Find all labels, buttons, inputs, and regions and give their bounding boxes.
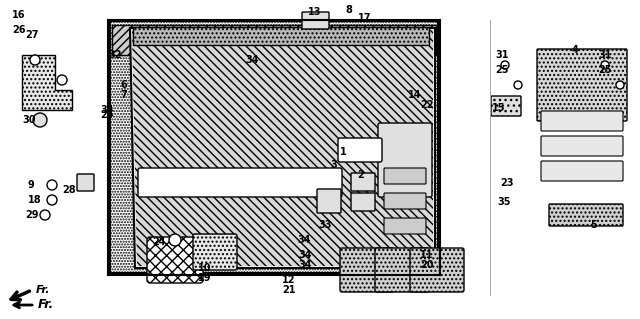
Text: 14: 14 xyxy=(408,90,422,100)
Text: 1: 1 xyxy=(340,147,347,157)
Text: 34: 34 xyxy=(298,260,312,270)
FancyBboxPatch shape xyxy=(338,138,382,162)
Text: 24: 24 xyxy=(152,237,166,247)
Text: 33: 33 xyxy=(318,220,332,230)
Text: 9: 9 xyxy=(28,180,35,190)
FancyBboxPatch shape xyxy=(147,237,203,283)
Polygon shape xyxy=(22,55,72,110)
Text: 2: 2 xyxy=(357,170,364,180)
Text: 34: 34 xyxy=(297,235,310,245)
Polygon shape xyxy=(132,30,433,266)
FancyBboxPatch shape xyxy=(351,173,375,191)
Text: 24: 24 xyxy=(100,110,113,120)
FancyBboxPatch shape xyxy=(138,168,342,197)
FancyBboxPatch shape xyxy=(541,111,623,131)
Text: 34: 34 xyxy=(298,250,312,260)
Circle shape xyxy=(33,113,47,127)
FancyBboxPatch shape xyxy=(302,12,329,29)
Text: 12: 12 xyxy=(282,275,296,285)
Text: 27: 27 xyxy=(25,30,38,40)
FancyBboxPatch shape xyxy=(317,189,341,213)
Circle shape xyxy=(514,81,522,89)
Text: 22: 22 xyxy=(420,100,433,110)
Circle shape xyxy=(601,61,609,69)
FancyBboxPatch shape xyxy=(549,204,623,226)
FancyBboxPatch shape xyxy=(384,193,426,209)
Text: 18: 18 xyxy=(28,195,42,205)
Polygon shape xyxy=(130,28,435,268)
Text: Fr.: Fr. xyxy=(36,285,51,295)
Text: 25: 25 xyxy=(598,65,611,75)
Text: 19: 19 xyxy=(198,273,211,283)
FancyBboxPatch shape xyxy=(537,49,627,121)
FancyBboxPatch shape xyxy=(410,248,464,292)
Text: 34: 34 xyxy=(100,105,113,115)
FancyBboxPatch shape xyxy=(193,234,237,270)
Text: 23: 23 xyxy=(500,178,513,188)
Text: Fr.: Fr. xyxy=(38,299,54,311)
Circle shape xyxy=(169,234,181,246)
Text: 17: 17 xyxy=(358,13,371,23)
FancyBboxPatch shape xyxy=(351,193,375,211)
Text: 10: 10 xyxy=(198,263,211,273)
FancyBboxPatch shape xyxy=(112,25,436,55)
Text: 6: 6 xyxy=(120,80,127,90)
FancyBboxPatch shape xyxy=(378,123,432,197)
Text: 8: 8 xyxy=(345,5,352,15)
Text: 31: 31 xyxy=(495,50,509,60)
Text: 31: 31 xyxy=(598,50,611,60)
Circle shape xyxy=(57,75,67,85)
Circle shape xyxy=(47,195,57,205)
FancyBboxPatch shape xyxy=(491,96,521,116)
Text: 5: 5 xyxy=(590,220,596,230)
FancyBboxPatch shape xyxy=(375,248,429,292)
Text: 30: 30 xyxy=(22,115,35,125)
Text: 15: 15 xyxy=(492,103,506,113)
Text: 25: 25 xyxy=(495,65,509,75)
Text: 16: 16 xyxy=(12,10,26,20)
Text: 29: 29 xyxy=(25,210,38,220)
FancyBboxPatch shape xyxy=(384,168,426,184)
FancyBboxPatch shape xyxy=(384,218,426,234)
FancyBboxPatch shape xyxy=(110,21,438,273)
Text: 21: 21 xyxy=(282,285,296,295)
FancyBboxPatch shape xyxy=(541,136,623,156)
Circle shape xyxy=(40,210,50,220)
FancyBboxPatch shape xyxy=(133,27,429,45)
FancyBboxPatch shape xyxy=(541,161,623,181)
Text: 13: 13 xyxy=(308,7,321,17)
Text: 34: 34 xyxy=(245,55,259,65)
Text: 3: 3 xyxy=(330,160,337,170)
Circle shape xyxy=(30,55,40,65)
Text: 32: 32 xyxy=(108,50,122,60)
Text: 28: 28 xyxy=(62,185,76,195)
Text: 35: 35 xyxy=(497,197,511,207)
Text: 11: 11 xyxy=(420,250,433,260)
Text: 7: 7 xyxy=(120,90,127,100)
FancyBboxPatch shape xyxy=(77,174,94,191)
Text: 26: 26 xyxy=(12,25,26,35)
Circle shape xyxy=(501,61,509,69)
Text: 4: 4 xyxy=(572,45,579,55)
Text: 20: 20 xyxy=(420,260,433,270)
Circle shape xyxy=(47,180,57,190)
FancyBboxPatch shape xyxy=(340,248,394,292)
Circle shape xyxy=(616,81,624,89)
